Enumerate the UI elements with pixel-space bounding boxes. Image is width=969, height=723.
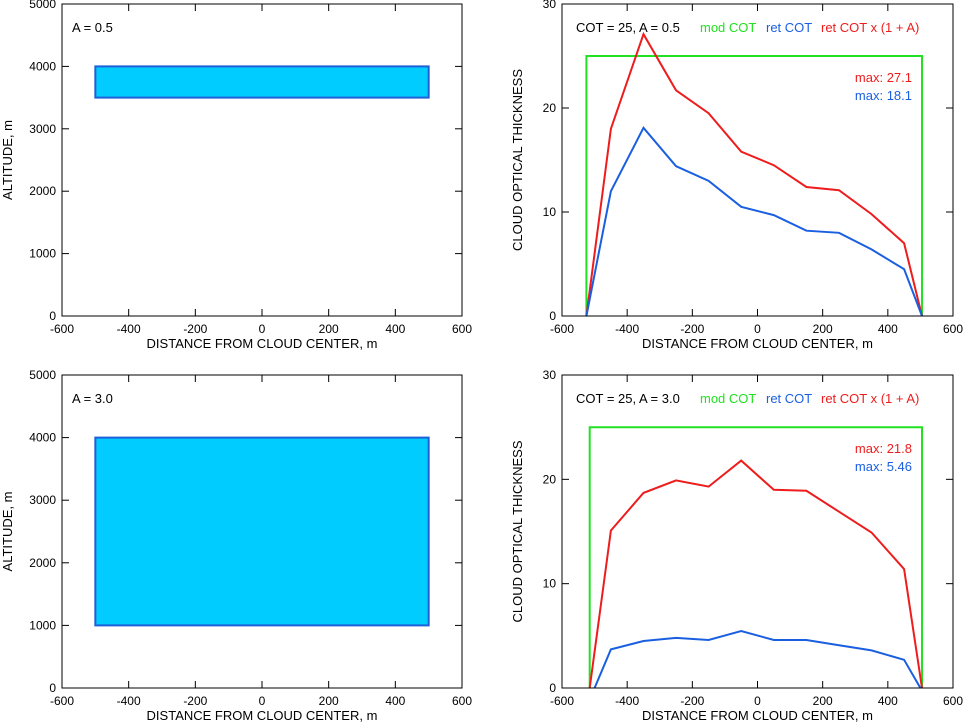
x-axis-label: DISTANCE FROM CLOUD CENTER, m bbox=[147, 336, 378, 351]
plot-frame bbox=[561, 374, 954, 689]
panel-cloud_a05: -600 -400 -200 0 200 400 600 0 1000 2000 3000 4000 5… bbox=[0, 0, 472, 351]
x-tick-label: 400 bbox=[878, 322, 898, 336]
header-cot-label: COT = 25, A = 3.0 bbox=[576, 391, 680, 406]
y-axis-label: CLOUD OPTICAL THICKNESS bbox=[510, 69, 525, 251]
legend-ret-cot: ret COT bbox=[766, 20, 812, 35]
x-tick-label: 200 bbox=[319, 694, 339, 708]
x-tick-label: -400 bbox=[117, 694, 141, 708]
max-label-ret: max: 18.1 bbox=[855, 88, 912, 103]
series-line-ret_adj bbox=[585, 31, 923, 317]
max-label-ret_adj: max: 21.8 bbox=[855, 441, 912, 456]
cloud-rectangle bbox=[94, 436, 430, 627]
x-tick-label: -600 bbox=[50, 322, 74, 336]
y-tick-label: 5000 bbox=[29, 0, 56, 11]
x-tick-label: 600 bbox=[452, 694, 472, 708]
series-line-mod bbox=[585, 55, 923, 316]
x-tick-label: 400 bbox=[385, 322, 405, 336]
series-line-ret bbox=[585, 126, 923, 317]
panel-cloud_a30: -600 -400 -200 0 200 400 600 0 1000 2000 3000 4000 5… bbox=[0, 368, 472, 723]
x-tick-label: 0 bbox=[754, 694, 761, 708]
x-axis-label: DISTANCE FROM CLOUD CENTER, m bbox=[642, 336, 873, 351]
albedo-annotation: A = 3.0 bbox=[72, 391, 113, 406]
x-tick-label: 600 bbox=[943, 322, 963, 336]
y-tick-label: 0 bbox=[49, 681, 56, 695]
y-tick-label: 2000 bbox=[29, 184, 56, 198]
panel-cot_a30: -600 -400 -200 0 200 400 600 0 10 20 30 DISTANCE FR… bbox=[510, 368, 963, 723]
x-tick-label: 400 bbox=[385, 694, 405, 708]
x-tick-label: 400 bbox=[878, 694, 898, 708]
y-tick-label: 5000 bbox=[29, 368, 56, 382]
y-tick-label: 0 bbox=[549, 681, 556, 695]
legend-ret-cot-adjusted: ret COT x (1 + A) bbox=[821, 391, 919, 406]
x-tick-label: -400 bbox=[615, 694, 639, 708]
legend-mod-cot: mod COT bbox=[700, 20, 756, 35]
x-tick-label: 0 bbox=[259, 694, 266, 708]
x-tick-label: 200 bbox=[813, 694, 833, 708]
y-tick-label: 4000 bbox=[29, 59, 56, 73]
y-tick-label: 10 bbox=[543, 577, 557, 591]
y-tick-label: 1000 bbox=[29, 247, 56, 261]
albedo-annotation: A = 0.5 bbox=[72, 20, 113, 35]
y-tick-label: 20 bbox=[543, 472, 557, 486]
x-tick-label: -400 bbox=[117, 322, 141, 336]
x-tick-label: -400 bbox=[615, 322, 639, 336]
y-axis-label: CLOUD OPTICAL THICKNESS bbox=[510, 440, 525, 622]
x-axis-label: DISTANCE FROM CLOUD CENTER, m bbox=[147, 708, 378, 723]
header-cot-label: COT = 25, A = 0.5 bbox=[576, 20, 680, 35]
y-tick-label: 3000 bbox=[29, 122, 56, 136]
y-tick-label: 0 bbox=[49, 309, 56, 323]
x-tick-label: 0 bbox=[259, 322, 266, 336]
x-tick-label: -600 bbox=[50, 694, 74, 708]
y-tick-label: 20 bbox=[543, 101, 557, 115]
series-line-mod bbox=[588, 426, 923, 688]
x-tick-label: -600 bbox=[550, 694, 574, 708]
max-label-ret: max: 5.46 bbox=[855, 459, 912, 474]
y-tick-label: 1000 bbox=[29, 618, 56, 632]
plot-frame bbox=[561, 3, 954, 317]
y-tick-label: 10 bbox=[543, 205, 557, 219]
x-tick-label: -200 bbox=[183, 694, 207, 708]
y-axis-label: ALTITUDE, m bbox=[0, 120, 15, 200]
x-axis-label: DISTANCE FROM CLOUD CENTER, m bbox=[642, 708, 873, 723]
y-tick-label: 30 bbox=[543, 0, 557, 11]
legend-ret-cot: ret COT bbox=[766, 391, 812, 406]
x-tick-label: -200 bbox=[680, 694, 704, 708]
x-tick-label: -600 bbox=[550, 322, 574, 336]
series-line-ret_adj bbox=[588, 459, 923, 689]
y-tick-label: 4000 bbox=[29, 431, 56, 445]
max-label-ret_adj: max: 27.1 bbox=[855, 70, 912, 85]
x-tick-label: 600 bbox=[452, 322, 472, 336]
legend-ret-cot-adjusted: ret COT x (1 + A) bbox=[821, 20, 919, 35]
panel-cot_a05: -600 -400 -200 0 200 400 600 0 10 20 30 DISTANCE FR… bbox=[510, 0, 963, 351]
y-tick-label: 3000 bbox=[29, 493, 56, 507]
x-tick-label: 600 bbox=[943, 694, 963, 708]
x-tick-label: 0 bbox=[754, 322, 761, 336]
y-tick-label: 30 bbox=[543, 368, 557, 382]
y-tick-label: 0 bbox=[549, 309, 556, 323]
x-tick-label: -200 bbox=[183, 322, 207, 336]
legend-mod-cot: mod COT bbox=[700, 391, 756, 406]
x-tick-label: 200 bbox=[813, 322, 833, 336]
x-tick-label: 200 bbox=[319, 322, 339, 336]
cloud-rectangle bbox=[94, 65, 430, 99]
y-tick-label: 2000 bbox=[29, 556, 56, 570]
y-axis-label: ALTITUDE, m bbox=[0, 492, 15, 572]
plot-frame bbox=[61, 3, 463, 317]
series-line-ret bbox=[593, 629, 922, 689]
x-tick-label: -200 bbox=[680, 322, 704, 336]
